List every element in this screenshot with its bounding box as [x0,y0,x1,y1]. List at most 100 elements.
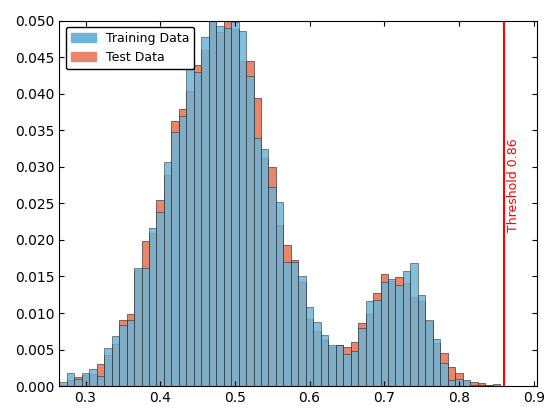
Bar [223,28,231,386]
Bar [433,339,440,386]
Bar [313,322,321,386]
Bar [254,137,261,386]
Bar [89,369,97,386]
Bar [261,158,268,386]
Bar [283,245,291,386]
Legend: Training Data, Test Data: Training Data, Test Data [66,27,194,69]
Bar [149,233,156,386]
Bar [119,320,127,386]
Bar [104,355,111,386]
Text: Threshold 0.86: Threshold 0.86 [507,138,520,232]
Bar [395,277,403,386]
Bar [171,121,179,386]
Bar [67,373,74,386]
Bar [156,200,164,386]
Bar [134,270,142,386]
Bar [246,76,254,386]
Bar [448,380,455,386]
Bar [223,21,231,386]
Bar [164,175,171,386]
Bar [351,351,358,386]
Bar [298,281,306,386]
Bar [127,320,134,386]
Bar [433,343,440,386]
Bar [239,31,246,386]
Bar [254,98,261,386]
Bar [485,385,493,386]
Bar [373,300,381,386]
Bar [336,345,343,386]
Bar [470,382,478,386]
Bar [366,314,373,386]
Bar [381,273,388,386]
Bar [67,380,74,386]
Bar [142,268,149,386]
Bar [261,149,268,386]
Bar [291,262,298,386]
Bar [111,344,119,386]
Bar [328,346,336,386]
Bar [366,301,373,386]
Bar [111,336,119,386]
Bar [74,379,82,386]
Bar [291,260,298,386]
Bar [119,325,127,386]
Bar [321,340,328,386]
Bar [231,22,239,386]
Bar [104,348,111,386]
Bar [388,279,395,386]
Bar [268,187,276,386]
Bar [231,29,239,386]
Bar [276,225,283,386]
Bar [171,131,179,386]
Bar [418,295,426,386]
Bar [328,345,336,386]
Bar [134,268,142,386]
Bar [381,282,388,386]
Bar [321,335,328,386]
Bar [343,346,351,386]
Bar [440,363,448,386]
Bar [156,212,164,386]
Bar [82,373,89,386]
Bar [478,385,485,386]
Bar [418,301,426,386]
Bar [209,18,216,386]
Bar [164,163,171,386]
Bar [403,270,410,386]
Bar [216,26,223,386]
Bar [455,373,463,386]
Bar [179,116,186,386]
Bar [373,293,381,386]
Bar [351,341,358,386]
Bar [179,109,186,386]
Bar [358,328,366,386]
Bar [97,376,104,386]
Bar [306,319,313,386]
Bar [239,61,246,386]
Bar [410,297,418,386]
Bar [463,380,470,386]
Bar [358,323,366,386]
Bar [426,320,433,386]
Bar [89,375,97,386]
Bar [388,281,395,386]
Bar [186,91,194,386]
Bar [343,354,351,386]
Bar [395,285,403,386]
Bar [142,241,149,386]
Bar [194,65,201,386]
Bar [268,167,276,386]
Bar [283,262,291,386]
Bar [149,228,156,386]
Bar [313,331,321,386]
Bar [186,54,194,386]
Bar [201,37,209,386]
Bar [82,375,89,386]
Bar [455,379,463,386]
Bar [59,382,67,386]
Bar [201,50,209,386]
Bar [463,381,470,386]
Bar [97,364,104,386]
Bar [246,61,254,386]
